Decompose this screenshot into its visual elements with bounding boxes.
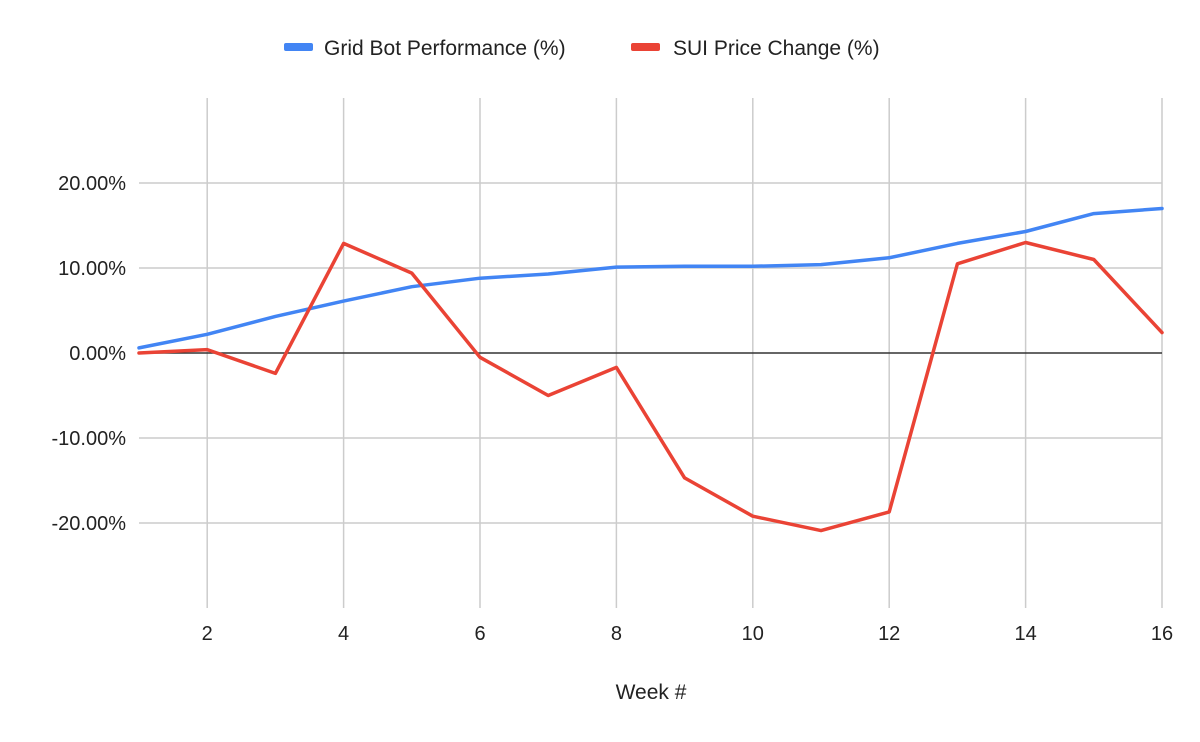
y-axis-tick-labels: 20.00% 10.00% 0.00% -10.00% -20.00% bbox=[52, 173, 127, 535]
y-tick-label: 20.00% bbox=[58, 173, 126, 195]
series-line-2 bbox=[137, 240, 1164, 533]
x-tick-label: 10 bbox=[742, 623, 764, 645]
x-tick-label: 16 bbox=[1151, 623, 1173, 645]
legend-label: Grid Bot Performance (%) bbox=[324, 37, 566, 60]
series-line-1 bbox=[137, 206, 1164, 350]
x-axis-title: Week # bbox=[616, 681, 687, 704]
x-tick-label: 6 bbox=[474, 623, 485, 645]
legend-item-2: SUI Price Change (%) bbox=[631, 37, 880, 60]
x-tick-label: 8 bbox=[611, 623, 622, 645]
legend-label: SUI Price Change (%) bbox=[673, 37, 880, 60]
y-tick-label: -20.00% bbox=[52, 513, 127, 535]
x-tick-label: 12 bbox=[878, 623, 900, 645]
y-tick-label: -10.00% bbox=[52, 428, 127, 450]
x-tick-label: 14 bbox=[1014, 623, 1036, 645]
legend-swatch bbox=[284, 43, 313, 51]
x-tick-label: 4 bbox=[338, 623, 349, 645]
legend: Grid Bot Performance (%) SUI Price Change… bbox=[284, 37, 880, 60]
legend-swatch bbox=[631, 43, 660, 51]
series-lines bbox=[137, 206, 1164, 533]
x-axis-tick-labels: 2 4 6 8 10 12 14 16 bbox=[202, 623, 1173, 645]
y-tick-label: 0.00% bbox=[69, 343, 126, 365]
x-tick-label: 2 bbox=[202, 623, 213, 645]
y-tick-label: 10.00% bbox=[58, 258, 126, 280]
legend-item-1: Grid Bot Performance (%) bbox=[284, 37, 566, 60]
